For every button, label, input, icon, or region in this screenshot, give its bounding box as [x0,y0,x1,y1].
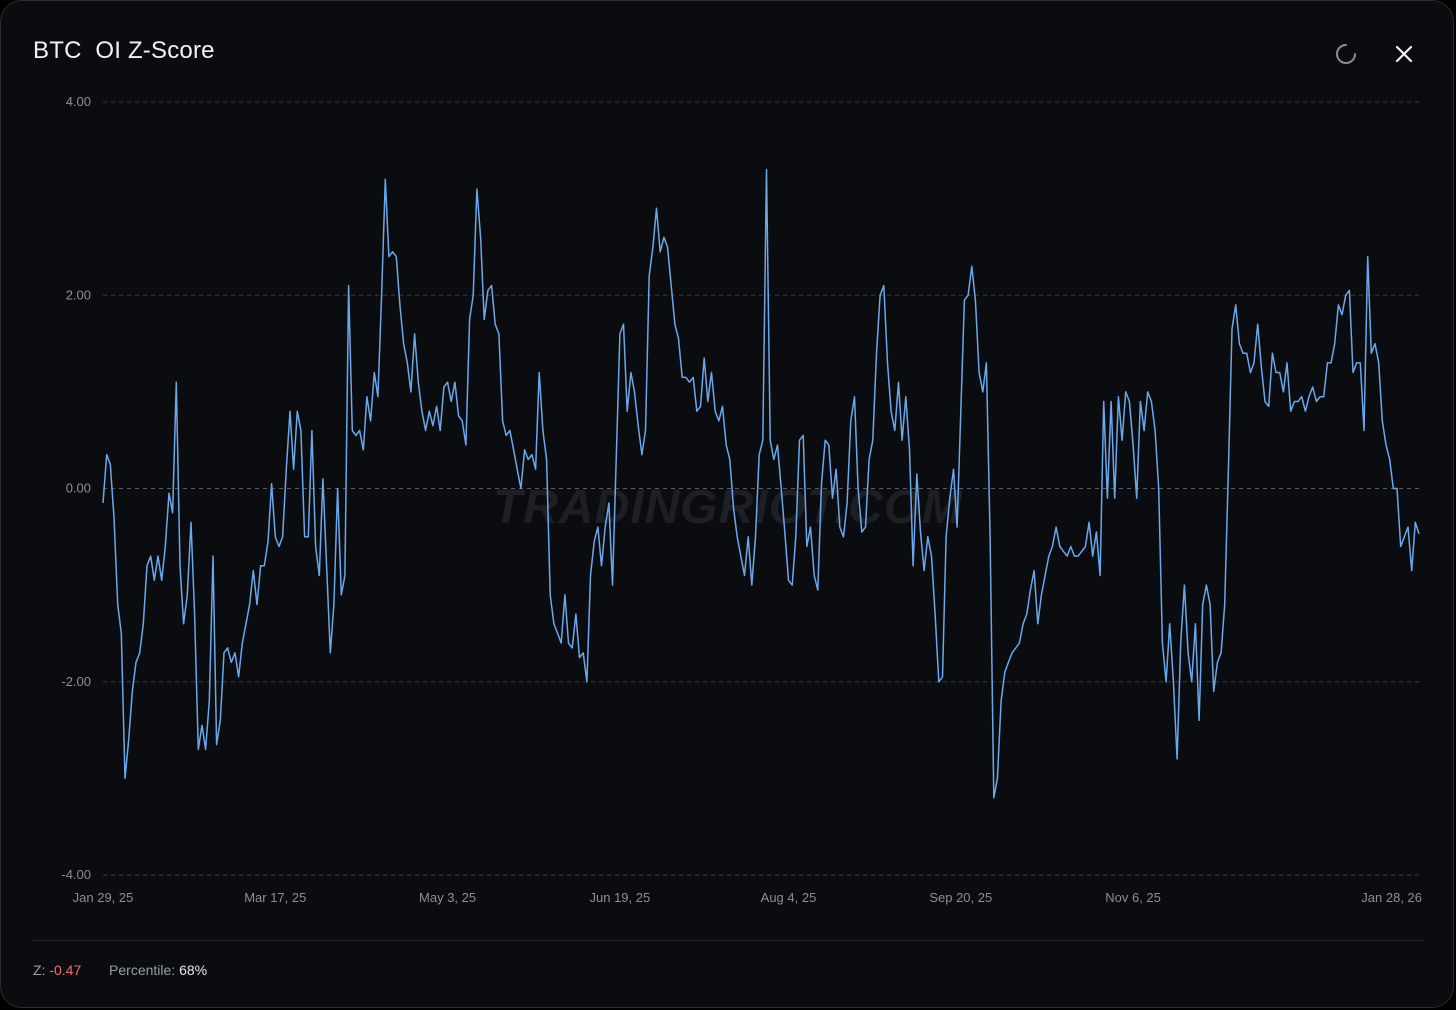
x-tick-label: Jun 19, 25 [590,890,651,905]
x-tick-label: May 3, 25 [419,890,476,905]
z-score-line-chart: TRADINGRIOT.COM 4.00 2.00 0.00 -2.00 -4.00 J… [61,94,1422,905]
y-axis: 4.00 2.00 0.00 -2.00 -4.00 [61,94,91,882]
grid-lines [103,101,1419,876]
y-tick-label: 4.00 [66,94,91,109]
footer-divider [33,940,1423,941]
page-title: BTC OI Z-Score [33,37,215,64]
percentile-value: 68% [179,962,208,978]
percentile-label: Percentile: [109,962,176,978]
x-tick-label: Mar 17, 25 [244,890,306,905]
watermark: TRADINGRIOT.COM [493,481,963,534]
y-tick-label: 0.00 [66,481,91,496]
refresh-spinner-icon[interactable] [1335,43,1357,65]
x-tick-label: Nov 6, 25 [1105,890,1161,905]
x-tick-label: Jan 29, 25 [73,890,134,905]
y-tick-label: 2.00 [66,287,91,302]
x-tick-label: Sep 20, 25 [929,890,992,905]
y-tick-label: -4.00 [61,867,91,882]
x-tick-label: Aug 4, 25 [761,890,817,905]
x-axis: Jan 29, 25 Mar 17, 25 May 3, 25 Jun 19, 25 A… [73,890,1422,905]
y-tick-label: -2.00 [61,674,91,689]
x-tick-label: Jan 28, 26 [1361,890,1422,905]
footer-stats: Z: -0.47 Percentile: 68% [33,962,207,978]
z-value: -0.47 [49,962,82,978]
series-line [102,168,1420,799]
z-label: Z: [33,962,46,978]
close-icon[interactable] [1393,43,1415,65]
